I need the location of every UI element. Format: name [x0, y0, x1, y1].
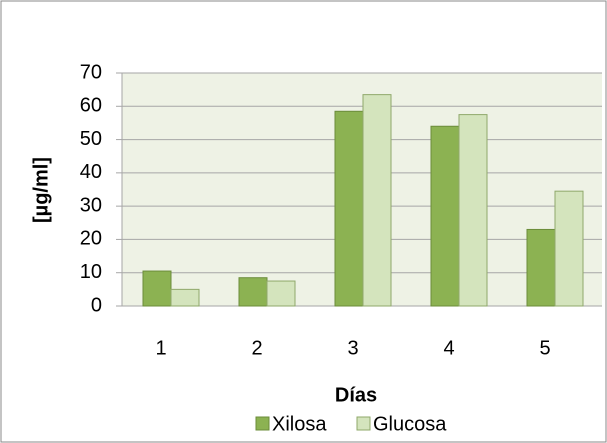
bar — [526, 228, 556, 307]
y-tick-label: 40 — [80, 161, 102, 183]
y-tick-label: 50 — [80, 128, 102, 150]
y-tick-label: 30 — [80, 194, 102, 216]
y-tick-label: 60 — [80, 95, 102, 117]
legend-label: Xilosa — [272, 413, 327, 435]
bar — [430, 125, 460, 307]
legend-swatch — [356, 416, 371, 431]
bar — [170, 288, 200, 307]
x-tick-label: 2 — [251, 337, 262, 359]
legend-label: Glucosa — [373, 413, 447, 435]
bar — [238, 277, 268, 307]
x-tick-label: 3 — [347, 337, 358, 359]
x-tick-label: 1 — [155, 337, 166, 359]
y-axis-label: [µg/ml] — [30, 157, 52, 223]
bar — [554, 190, 584, 307]
bar — [334, 110, 364, 307]
bar — [362, 94, 392, 307]
x-tick-label: 4 — [443, 337, 454, 359]
legend-swatch — [255, 416, 270, 431]
y-tick-label: 0 — [91, 294, 102, 316]
y-tick-label: 10 — [80, 261, 102, 283]
bar — [458, 114, 488, 307]
x-axis-label: Días — [335, 384, 377, 406]
y-tick-label: 20 — [80, 228, 102, 250]
bar — [266, 280, 296, 307]
y-tick-label: 70 — [80, 61, 102, 83]
x-tick-label: 5 — [539, 337, 550, 359]
bar — [142, 270, 172, 307]
